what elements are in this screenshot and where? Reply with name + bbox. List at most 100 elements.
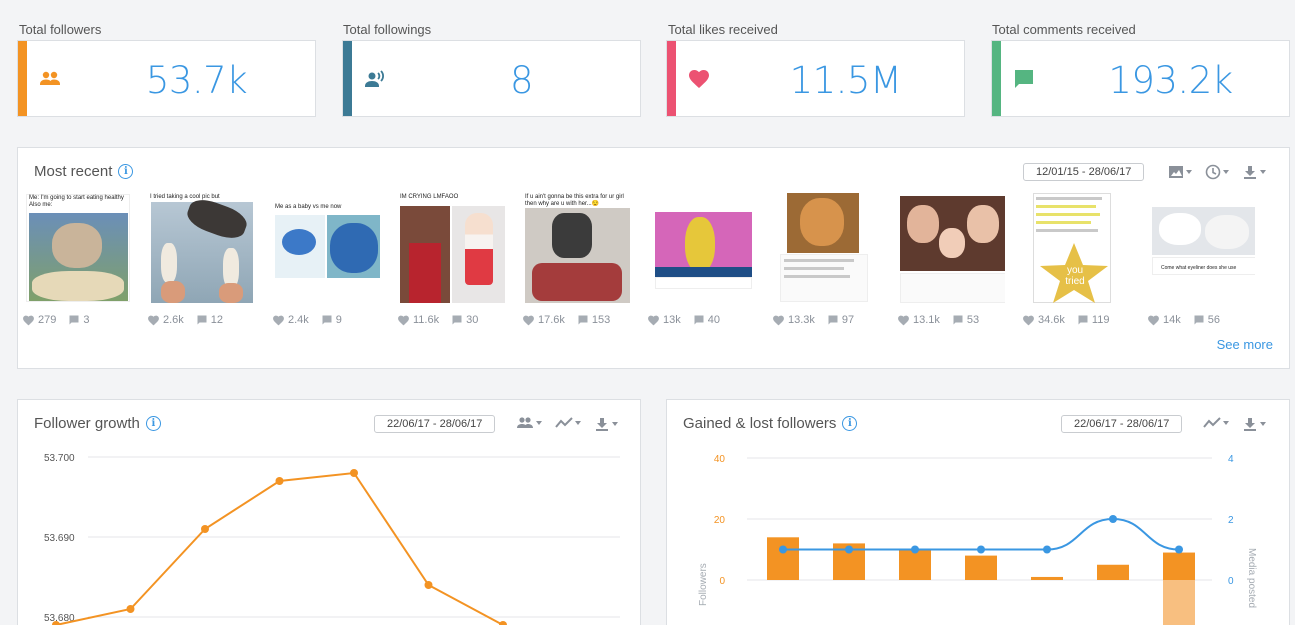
media-point — [1109, 515, 1117, 523]
left-tick-label: 40 — [714, 454, 726, 465]
post-comments: 53 — [966, 314, 980, 326]
post-caption: If u ain't gonna be this extra for ur gi… — [525, 194, 624, 207]
gained-bar — [1031, 576, 1063, 580]
info-icon[interactable]: i — [118, 164, 134, 179]
post-stats: 17.6k 153 — [522, 314, 610, 326]
download-dropdown[interactable] — [1242, 164, 1266, 180]
gained-bar — [1097, 564, 1129, 580]
stat-color-bar — [18, 41, 27, 116]
stat-value: 8 — [509, 59, 534, 102]
comment-icon — [1194, 315, 1204, 325]
follower-growth-panel: Follower growth i 22/06/17 - 28/06/17 53… — [17, 399, 641, 625]
post-likes: 34.6k — [1038, 314, 1065, 326]
media-type-dropdown[interactable] — [1168, 164, 1192, 180]
panel-title-text: Follower growth — [34, 415, 140, 432]
heart-icon — [148, 315, 159, 326]
post-stats: 11.6k 30 — [397, 314, 478, 326]
stat-card: 8 — [342, 40, 641, 117]
post-likes: 279 — [38, 314, 57, 326]
stat-label: Total likes received — [668, 22, 778, 37]
clock-icon — [1205, 164, 1221, 180]
see-more-link[interactable]: See more — [1216, 337, 1273, 352]
post-thumbnail[interactable]: you tried — [1022, 193, 1130, 305]
post-thumbnail[interactable] — [647, 193, 755, 305]
media-point — [779, 545, 787, 554]
post-thumbnail[interactable]: I tried taking a cool pic but — [147, 193, 255, 305]
chart-type-dropdown[interactable] — [555, 416, 581, 430]
info-icon[interactable]: i — [842, 416, 858, 431]
comment-icon — [828, 315, 838, 325]
gained-bar — [899, 549, 931, 580]
post-comments: 30 — [466, 314, 479, 326]
post-thumbnail[interactable]: IM CRYING LMFAOO — [397, 193, 505, 305]
download-icon — [596, 418, 608, 431]
download-icon — [1244, 418, 1256, 431]
line-chart-icon — [555, 417, 573, 428]
heart-icon — [23, 315, 34, 326]
date-range-picker[interactable]: 22/06/17 - 28/06/17 — [374, 415, 496, 433]
heart-icon — [1023, 315, 1034, 326]
date-range-picker[interactable]: 12/01/15 - 28/06/17 — [1023, 163, 1145, 181]
post-thumbnail[interactable]: Come what eyeliner does she use — [1147, 193, 1255, 305]
y-tick-label: 53.680 — [44, 613, 75, 624]
heart-icon — [273, 315, 284, 326]
comment-icon — [1078, 315, 1088, 325]
followers-icon — [517, 417, 533, 428]
post-comments: 9 — [335, 314, 342, 326]
post-comments: 119 — [1091, 314, 1110, 326]
panel-title-text: Gained & lost followers — [683, 415, 837, 432]
panel-title: Most recent i — [34, 163, 134, 180]
post-comments: 153 — [591, 314, 611, 326]
left-tick-label: 20 — [714, 515, 726, 526]
series-line — [55, 471, 504, 625]
post-likes: 2.6k — [163, 314, 184, 326]
info-icon[interactable]: i — [145, 416, 161, 431]
download-icon — [1244, 166, 1256, 179]
followings-icon — [363, 67, 387, 91]
stat-label: Total comments received — [992, 22, 1136, 37]
data-point — [350, 469, 358, 477]
post-comments: 3 — [83, 314, 90, 326]
post-thumbnail[interactable] — [772, 193, 880, 305]
comment-icon — [452, 315, 462, 325]
post-caption: Me as a baby vs me now — [275, 204, 342, 210]
post-caption: IM CRYING LMFAOO — [400, 194, 459, 200]
date-range-picker[interactable]: 22/06/17 - 28/06/17 — [1061, 415, 1183, 433]
comment-icon — [197, 315, 207, 325]
post-likes: 13k — [663, 314, 681, 326]
gained-lost-panel: Gained & lost followers i 22/06/17 - 28/… — [666, 399, 1290, 625]
image-icon — [1169, 166, 1183, 178]
heart-icon — [773, 315, 784, 326]
post-stats: 279 3 — [22, 314, 89, 326]
download-dropdown[interactable] — [1242, 416, 1266, 432]
stat-card: 11.5M — [666, 40, 965, 117]
post-stats: 2.6k 12 — [147, 314, 223, 326]
post-stats: 14k 56 — [1147, 314, 1220, 326]
post-thumbnail[interactable] — [897, 193, 1005, 305]
post-likes: 11.6k — [413, 314, 440, 326]
post-thumbnail[interactable]: If u ain't gonna be this extra for ur gi… — [522, 193, 630, 305]
comment-icon — [1012, 67, 1036, 91]
download-dropdown[interactable] — [594, 416, 618, 432]
reply-text: Come what eyeliner does she use — [1161, 265, 1237, 271]
stat-label: Total followers — [19, 22, 102, 37]
follower-growth-chart: 53.700 53.690 53.680 — [44, 453, 620, 625]
stat-color-bar — [667, 41, 676, 116]
comment-icon — [694, 315, 704, 325]
followers-icon — [38, 67, 62, 91]
comment-icon — [322, 315, 332, 325]
chart-type-dropdown[interactable] — [1203, 416, 1229, 430]
post-thumbnail[interactable]: Me as a baby vs me now — [272, 193, 380, 305]
post-stats: 13.3k 97 — [772, 314, 854, 326]
heart-icon — [687, 67, 711, 91]
y-tick-label: 53.700 — [44, 453, 75, 464]
post-likes: 2.4k — [288, 314, 309, 326]
post-thumbnail[interactable]: Me: I'm going to start eating healthy Al… — [22, 193, 130, 305]
sort-dropdown[interactable] — [1205, 164, 1229, 180]
stat-value: 53.7k — [145, 59, 248, 102]
media-point — [1175, 545, 1183, 554]
data-point — [499, 621, 507, 625]
right-tick-label: 2 — [1228, 515, 1234, 526]
followers-metric-dropdown[interactable] — [516, 416, 542, 430]
stat-color-bar — [992, 41, 1001, 116]
